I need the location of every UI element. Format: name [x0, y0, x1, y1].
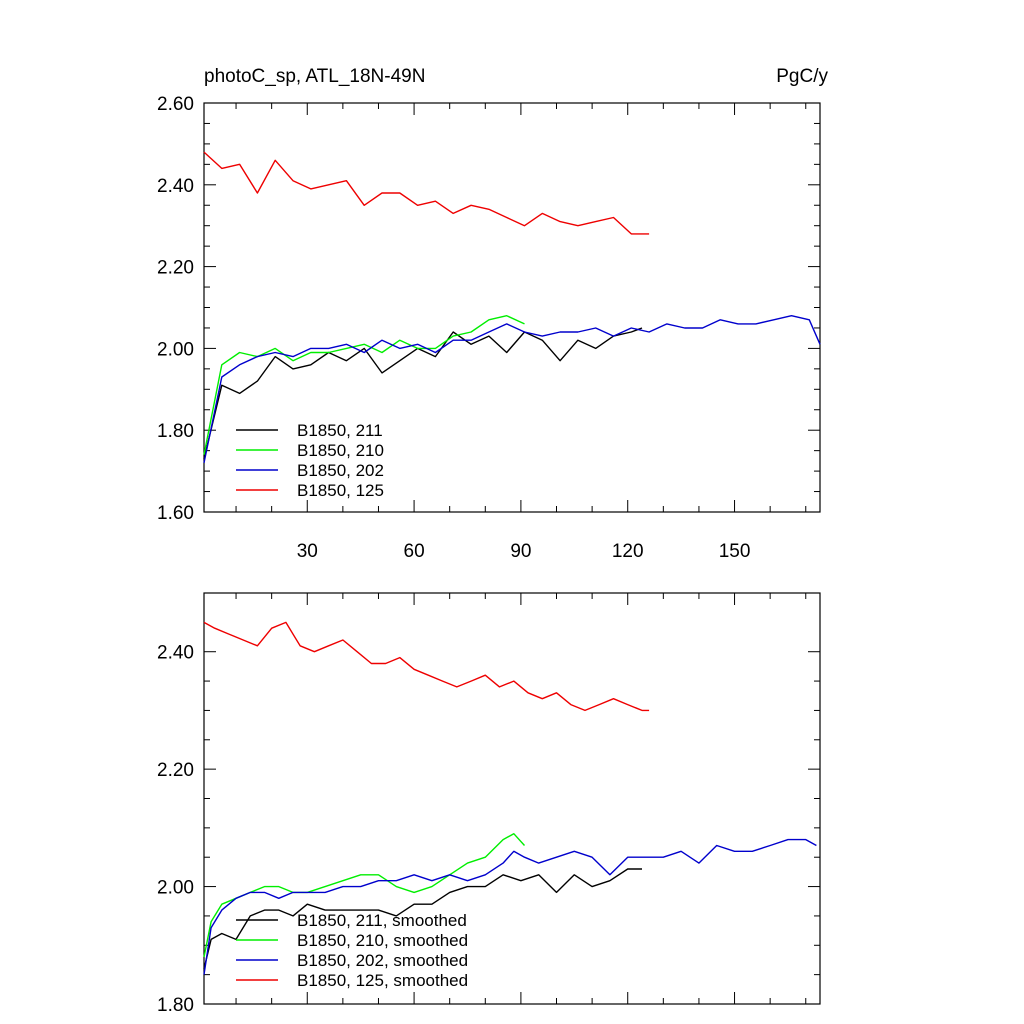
legend-label-3: B1850, 125: [297, 481, 384, 500]
top-panel: photoC_sp, ATL_18N-49N PgC/y 1.60 1.80 2.0…: [157, 66, 828, 562]
legend-label-1: B1850, 210: [297, 441, 384, 460]
y-tick-label: 1.60: [157, 503, 194, 524]
y-tick-label: 2.20: [157, 258, 194, 279]
y-tick-label: 2.00: [157, 339, 194, 360]
legend-label-0: B1850, 211: [297, 421, 383, 440]
series-line-2: [203, 315, 821, 464]
y-tick-label: 2.40: [157, 176, 194, 197]
series-line-2: [203, 838, 817, 975]
units-label: PgC/y: [776, 66, 828, 87]
y-tick-label: 1.80: [157, 421, 194, 442]
legend-label-2: B1850, 202: [297, 461, 384, 480]
x-tick-label: 60: [404, 541, 425, 562]
y-tick-label: 2.40: [157, 643, 194, 664]
chart-title: photoC_sp, ATL_18N-49N: [204, 66, 425, 87]
y-tick-label: 2.20: [157, 760, 194, 781]
y-tick-label: 2.60: [157, 94, 194, 115]
series-line-0: [203, 868, 642, 969]
legend-label-1: B1850, 210, smoothed: [297, 931, 468, 950]
y-tick-label: 1.80: [157, 995, 194, 1016]
x-tick-label: 150: [719, 541, 751, 562]
x-tick-label: 90: [510, 541, 531, 562]
series-line-3: [203, 621, 650, 712]
legend-label-0: B1850, 211, smoothed: [297, 911, 467, 930]
series-line-3: [203, 151, 650, 235]
x-tick-label: 120: [612, 541, 644, 562]
series-line-0: [203, 327, 643, 459]
legend-label-2: B1850, 202, smoothed: [297, 951, 468, 970]
x-tick-label: 30: [297, 541, 318, 562]
legend-label-3: B1850, 125, smoothed: [297, 971, 468, 990]
y-tick-label: 2.00: [157, 878, 194, 899]
